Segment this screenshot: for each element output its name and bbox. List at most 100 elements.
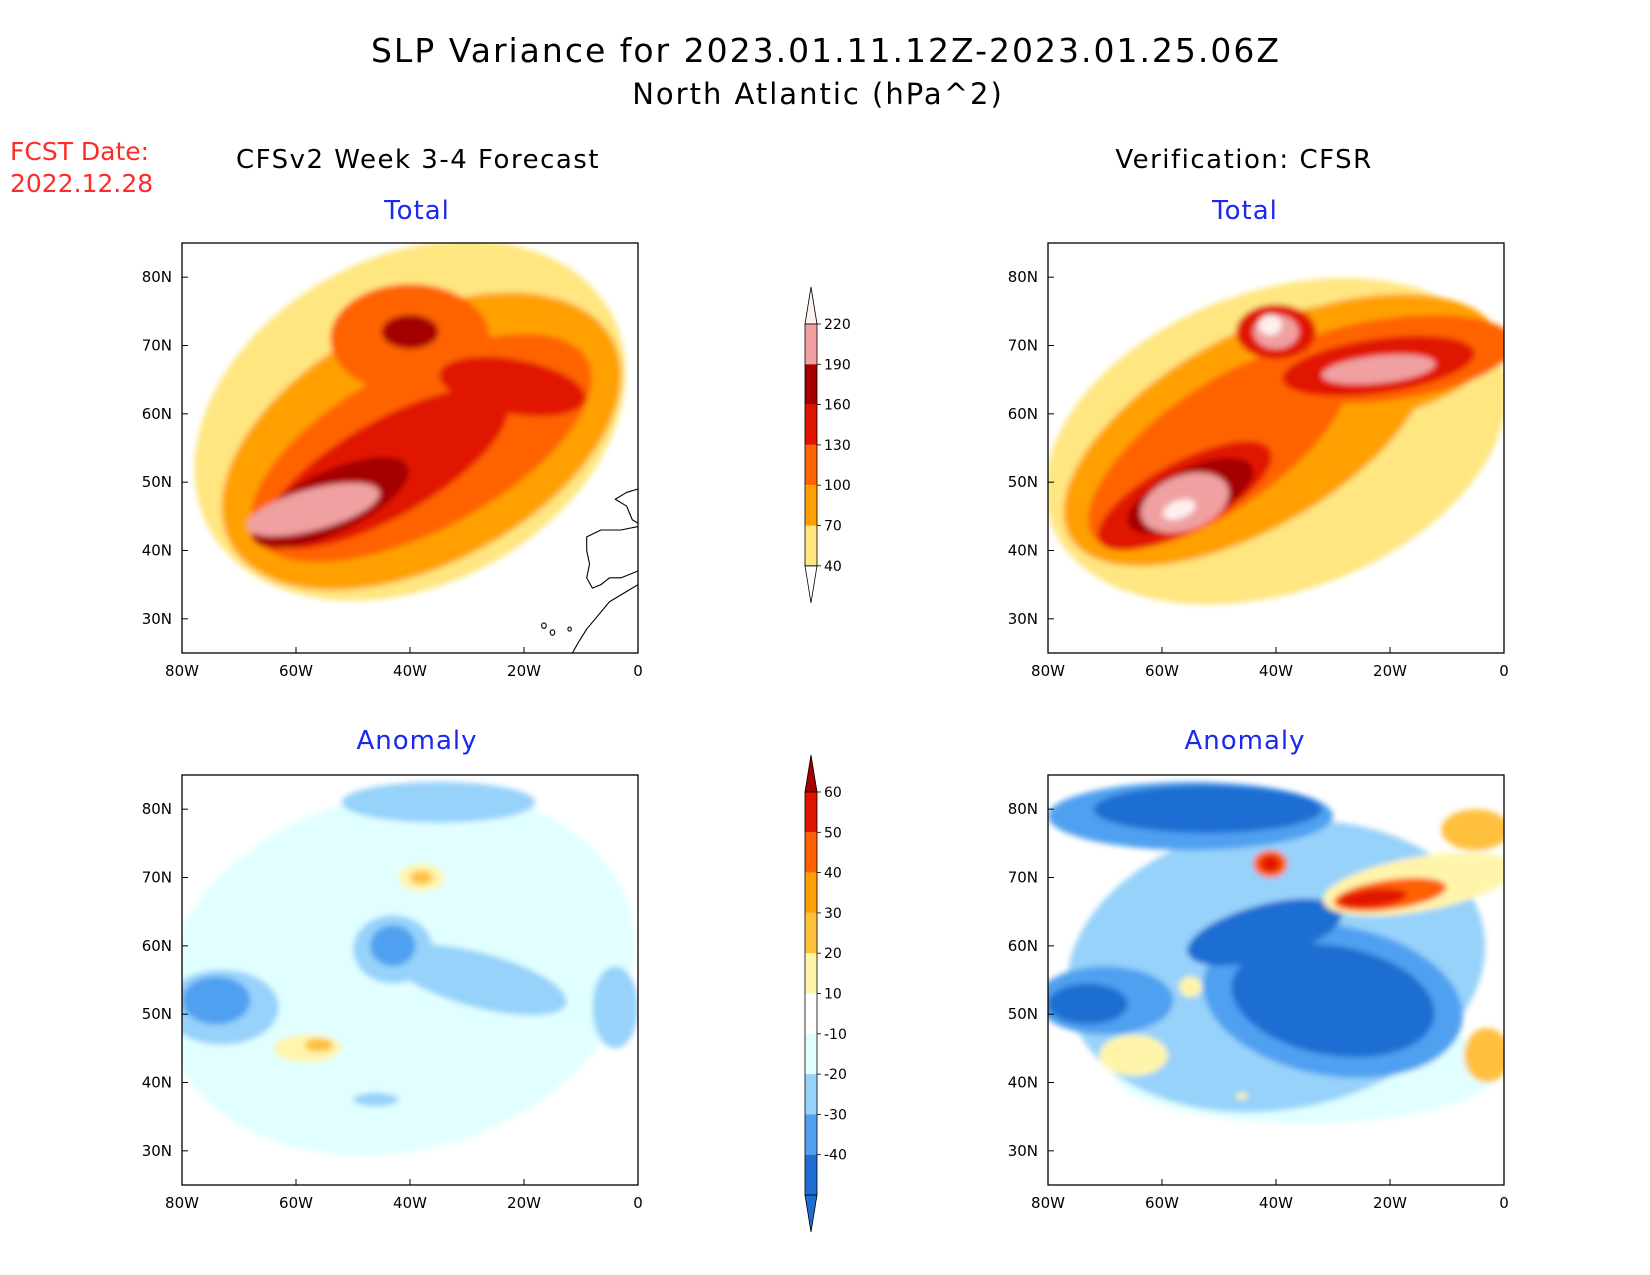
colorbar-label: 30 [824,906,842,922]
colorbar-swatch [805,324,817,365]
y-tick-label: 70N [1008,869,1038,887]
figure-title: SLP Variance for 2023.01.11.12Z-2023.01.… [371,31,1281,70]
colorbar-swatch [805,872,817,913]
colorbar-label: 40 [824,559,842,575]
x-tick-label: 0 [633,1194,643,1212]
contour-greenland-peak [1258,314,1282,336]
colorbar-swatch [805,364,817,405]
colorbar-swatch [805,525,817,566]
x-tick-label: 20W [507,1194,541,1212]
contour-central-neg [390,944,567,1016]
y-tick-label: 30N [1008,1142,1038,1160]
colorbar-swatch [805,1114,817,1155]
map-panel-2: Total 80W 60W 40W 20W 0 30N 40N 50N 60N 70N 80N [1008,196,1509,680]
x-tick-label: 80W [165,1194,199,1212]
x-tick-label: 80W [1031,1194,1065,1212]
colorbar-total: 40 70 100 130 160 190 220 [804,286,851,603]
contour-denmark-pos-core [410,870,433,885]
colorbar-anomaly: -40 -30 -20 -10 10 20 30 40 50 60 [804,754,847,1233]
contour-north-neg [341,781,536,823]
colorbar-swatch [805,1033,817,1075]
contour-field [194,243,626,601]
colorbar-label: -20 [824,1067,847,1083]
colorbar-swatch [805,792,817,833]
map-panel-1: Total 80W 60W 40W 20W 0 30N 40N 50N 60N 70N 80N [142,196,643,680]
y-tick-label: 80N [1008,268,1038,286]
colorbar-swatch [805,912,817,954]
colorbar-top-arrow [804,286,818,325]
colorbar-swatch [805,832,817,873]
contour-iberia-pos [1464,1027,1504,1083]
contour-uk-neg [592,966,638,1049]
y-tick-label: 80N [1008,800,1038,818]
contour-arctic-core [1093,785,1322,834]
y-tick-label: 40N [142,1074,172,1092]
contour-basin-core [1231,943,1435,1058]
colorbar-label: 20 [824,946,842,962]
y-tick-label: 50N [142,1005,172,1023]
colorbar-top-arrow [804,754,818,793]
y-tick-label: 40N [1008,1074,1038,1092]
map-panel-3: Anomaly 80W 60W 40W 20W 0 30N 40N 50N 60N 70N 80N [142,726,643,1212]
right-column-title: Verification: CFSR [1115,145,1372,175]
y-tick-label: 80N [142,800,172,818]
colorbar-label: 220 [824,317,851,333]
contour-field [1048,781,1504,1124]
x-tick-label: 40W [393,662,427,680]
contour-iceland-max [1338,888,1407,908]
contour-labrador-core [182,976,251,1025]
colorbar-swatch [805,1074,817,1115]
colorbar-label: 160 [824,398,851,414]
y-tick-label: 60N [142,937,172,955]
x-tick-label: 80W [165,662,199,680]
x-tick-label: 20W [507,662,541,680]
colorbar-label: 130 [824,438,851,454]
colorbar-label: -10 [824,1027,847,1043]
y-tick-label: 60N [1008,937,1038,955]
contour-greenland-max [381,314,439,349]
panel-title: Total [1211,196,1278,226]
fcst-date-value: 2022.12.28 [10,169,153,198]
contour-denmark-max [1260,855,1281,872]
contour-greenland-core [370,925,416,967]
y-tick-label: 50N [1008,1005,1038,1023]
colorbar-swatch [805,404,817,445]
x-tick-label: 20W [1373,1194,1407,1212]
colorbar-label: 40 [824,866,842,882]
x-tick-label: 60W [279,662,313,680]
y-tick-label: 70N [1008,337,1038,355]
x-tick-label: 20W [1373,662,1407,680]
y-tick-label: 60N [1008,405,1038,423]
panel-title: Anomaly [1184,726,1305,756]
y-tick-label: 30N [142,1142,172,1160]
x-tick-label: 60W [1145,662,1179,680]
colorbar-label: -30 [824,1107,847,1123]
y-tick-label: 40N [1008,542,1038,560]
contour-labrador-core [1048,983,1128,1025]
contour-newfoundland-peak [1162,499,1196,520]
y-tick-label: 60N [142,405,172,423]
colorbar-swatch [805,993,817,1034]
colorbar-label: 60 [824,785,842,801]
x-tick-label: 40W [1259,1194,1293,1212]
contour-iceland-max [1321,354,1436,385]
colorbar-swatch [805,1154,817,1195]
x-tick-label: 60W [1145,1194,1179,1212]
colorbar-label: 10 [824,987,842,1003]
y-tick-label: 80N [142,268,172,286]
contour-gulf-pos [1099,1034,1168,1076]
y-tick-label: 70N [142,869,172,887]
x-tick-label: 80W [1031,662,1065,680]
x-tick-label: 40W [393,1194,427,1212]
contour-south-neg [353,1092,399,1107]
x-tick-label: 40W [1259,662,1293,680]
x-tick-label: 0 [633,662,643,680]
colorbar-bottom-arrow [804,1194,818,1233]
colorbar-label: 50 [824,825,842,841]
y-tick-label: 30N [1008,610,1038,628]
x-tick-label: 60W [279,1194,313,1212]
contour-east-arm [439,356,586,417]
x-tick-label: 0 [1499,662,1509,680]
colorbar-label: -40 [824,1148,847,1164]
contour-nordic-pos [1441,809,1504,851]
